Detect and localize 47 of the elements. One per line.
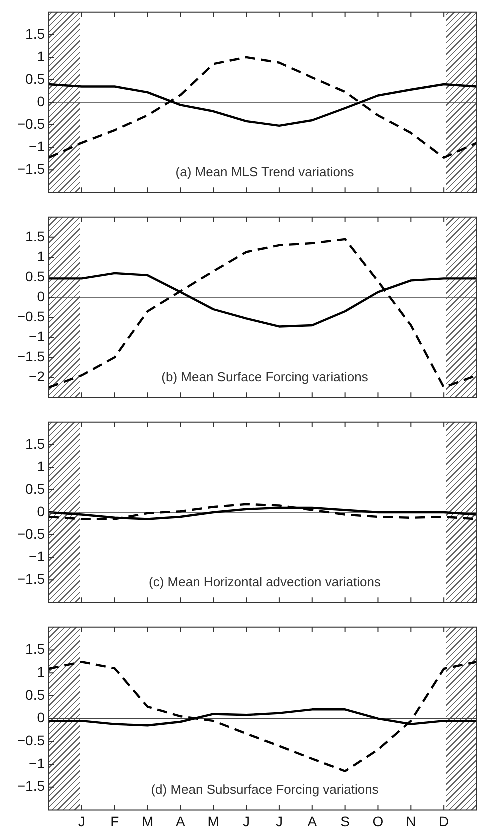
y-tick-label: −0.5	[17, 308, 46, 324]
y-tick-label: 1	[37, 458, 46, 474]
y-tick-label: −1	[29, 328, 46, 344]
y-tick-label: −1	[29, 138, 46, 154]
x-tick-label: S	[340, 813, 350, 830]
x-tick-label: A	[176, 813, 186, 830]
y-tick-label: −0.5	[17, 116, 46, 132]
y-tick-label: 0	[37, 503, 46, 520]
y-tick-label: 0.5	[26, 686, 46, 703]
text: (c) Mean Horizontal advection variations	[149, 574, 382, 590]
x-tick-label: J	[276, 813, 283, 830]
text: (b) Mean Surface Forcing variations	[162, 370, 369, 385]
y-tick-label: 0.5	[26, 480, 46, 497]
y-tick-label: 0.5	[26, 70, 46, 87]
y-tick-label: 0.5	[26, 268, 46, 284]
x-tick-label: D	[439, 813, 450, 830]
y-tick-label: −1	[29, 755, 46, 772]
y-tick-label: 1.5	[26, 228, 46, 244]
y-tick-label: −1.5	[17, 160, 46, 177]
text: (d) Mean Subsurface Forcing variations	[151, 782, 380, 798]
y-tick-label: 1	[37, 48, 46, 64]
x-tick-label: N	[406, 813, 416, 830]
x-tick-label: J	[78, 813, 86, 830]
y-tick-label: 1.5	[26, 26, 46, 42]
x-tick-label: M	[142, 813, 154, 830]
y-tick-label: 0	[37, 710, 46, 726]
y-tick-label: −2	[29, 368, 46, 384]
y-tick-label: 1	[37, 248, 46, 264]
y-tick-label: 0	[37, 288, 46, 304]
y-tick-label: −1.5	[17, 778, 46, 794]
y-tick-label: 1.5	[26, 436, 46, 452]
line-series	[48, 661, 477, 772]
y-tick-label: 0	[37, 93, 46, 110]
x-tick-label: A	[308, 813, 318, 830]
y-tick-label: −0.5	[17, 732, 46, 749]
y-tick-label: −0.5	[17, 526, 46, 542]
y-tick-label: −1.5	[17, 348, 46, 364]
x-tick-label: J	[243, 813, 250, 830]
x-tick-label: F	[110, 813, 120, 830]
y-tick-label: 1	[37, 664, 46, 680]
x-tick-label: M	[208, 813, 220, 830]
y-tick-label: −1.5	[17, 570, 46, 587]
y-tick-label: 1.5	[26, 641, 46, 658]
line-series	[48, 56, 477, 160]
x-tick-label: O	[372, 813, 384, 830]
text: (a) Mean MLS Trend variations	[176, 164, 355, 180]
y-tick-label: −1	[29, 548, 46, 564]
